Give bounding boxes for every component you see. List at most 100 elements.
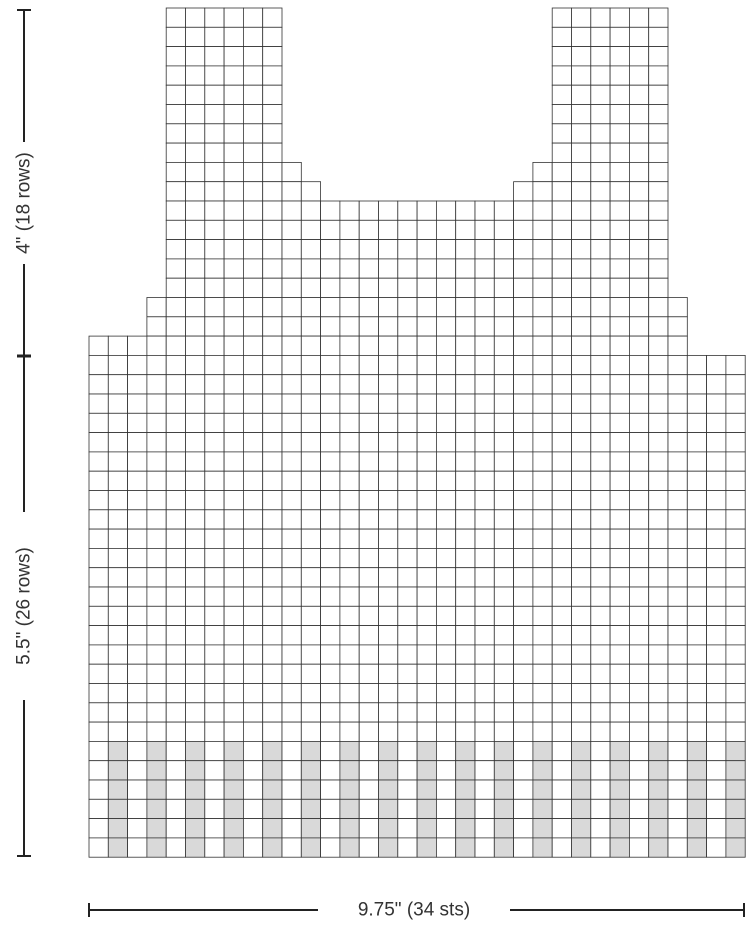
stitch-cell: [551, 605, 572, 626]
stitch-cell: [629, 605, 650, 626]
stitch-cell: [378, 625, 399, 646]
stitch-cell: [686, 432, 707, 453]
stitch-cell: [532, 335, 553, 356]
stitch-cell: [242, 644, 264, 665]
stitch-cell: [242, 509, 264, 530]
stitch-cell: [320, 277, 341, 298]
stitch-cell: [300, 644, 321, 665]
stitch-cell: [165, 316, 186, 337]
stitch-cell: [493, 393, 514, 414]
stitch-cell: [397, 490, 418, 511]
stitch-cell: [648, 104, 669, 125]
stitch-cell: [590, 200, 611, 221]
stitch-cell-shaded: [455, 741, 476, 762]
stitch-cell: [165, 721, 186, 742]
stitch-cell: [185, 663, 206, 684]
stitch-cell: [493, 490, 514, 511]
stitch-cell: [435, 605, 457, 626]
stitch-cell: [281, 335, 302, 356]
stitch-cell: [223, 239, 244, 260]
stitch-cell: [590, 663, 611, 684]
stitch-cell: [358, 297, 379, 318]
stitch-cell: [571, 181, 592, 202]
stitch-cell: [590, 65, 611, 86]
stitch-cell-shaded: [300, 837, 321, 858]
stitch-cell: [571, 509, 592, 530]
stitch-cell: [165, 779, 186, 800]
stitch-cell: [320, 451, 341, 472]
stitch-cell: [223, 702, 244, 723]
stitch-cell: [667, 393, 688, 414]
stitch-cell: [281, 760, 302, 781]
stitch-cell: [204, 818, 225, 839]
stitch-cell: [474, 412, 495, 433]
stitch-cell: [667, 625, 688, 646]
stitch-cell: [493, 354, 514, 376]
stitch-cell: [629, 741, 650, 762]
stitch-cell: [320, 432, 341, 453]
stitch-cell: [532, 219, 553, 241]
stitch-cell: [242, 200, 264, 221]
stitch-cell: [88, 798, 109, 819]
stitch-cell: [435, 586, 457, 607]
stitch-cell: [706, 432, 727, 453]
stitch-cell: [513, 837, 534, 858]
stitch-cell-shaded: [725, 760, 746, 781]
stitch-cell: [571, 123, 592, 144]
stitch-cell: [590, 354, 611, 376]
stitch-cell: [629, 104, 650, 125]
stitch-cell: [242, 625, 264, 646]
stitch-cell: [358, 837, 379, 858]
stitch-cell: [165, 644, 186, 665]
stitch-cell: [706, 412, 727, 433]
stitch-cell: [551, 239, 572, 260]
stitch-cell: [455, 219, 476, 241]
stitch-cell: [165, 219, 186, 241]
stitch-cell-shaded: [378, 760, 399, 781]
stitch-cell: [281, 374, 302, 395]
stitch-cell: [88, 741, 109, 762]
stitch-cell: [667, 548, 688, 569]
stitch-cell: [571, 84, 592, 105]
stitch-cell: [551, 219, 572, 241]
stitch-cell: [165, 26, 186, 47]
stitch-cell: [493, 548, 514, 569]
stitch-cell: [165, 374, 186, 395]
stitch-cell: [416, 625, 437, 646]
stitch-cell: [358, 277, 379, 298]
stitch-cell: [242, 46, 264, 67]
stitch-cell: [609, 354, 630, 376]
stitch-cell: [416, 219, 437, 241]
stitch-cell: [706, 354, 727, 376]
stitch-cell: [320, 683, 341, 704]
stitch-cell: [320, 354, 341, 376]
stitch-cell: [532, 181, 553, 202]
stitch-cell: [435, 625, 457, 646]
stitch-cell: [88, 509, 109, 530]
stitch-cell-shaded: [378, 818, 399, 839]
stitch-cell: [146, 490, 167, 511]
stitch-cell: [416, 239, 437, 260]
stitch-cell: [223, 123, 244, 144]
stitch-cell: [474, 586, 495, 607]
stitch-cell: [242, 142, 264, 163]
stitch-cell: [397, 297, 418, 318]
stitch-cell: [281, 316, 302, 337]
stitch-cell-shaded: [262, 741, 283, 762]
stitch-cell: [107, 605, 129, 626]
stitch-cell: [706, 683, 727, 704]
stitch-cell: [204, 663, 225, 684]
stitch-cell: [378, 316, 399, 337]
stitch-cell: [648, 528, 669, 549]
stitch-cell: [551, 65, 572, 86]
stitch-cell: [300, 200, 321, 221]
stitch-cell: [127, 470, 148, 491]
stitch-cell: [223, 393, 244, 414]
stitch-cell: [474, 316, 495, 337]
stitch-cell: [300, 605, 321, 626]
stitch-cell: [300, 625, 321, 646]
stitch-cell: [281, 625, 302, 646]
stitch-cell: [262, 625, 283, 646]
stitch-cell: [281, 528, 302, 549]
stitch-cell-shaded: [223, 760, 244, 781]
